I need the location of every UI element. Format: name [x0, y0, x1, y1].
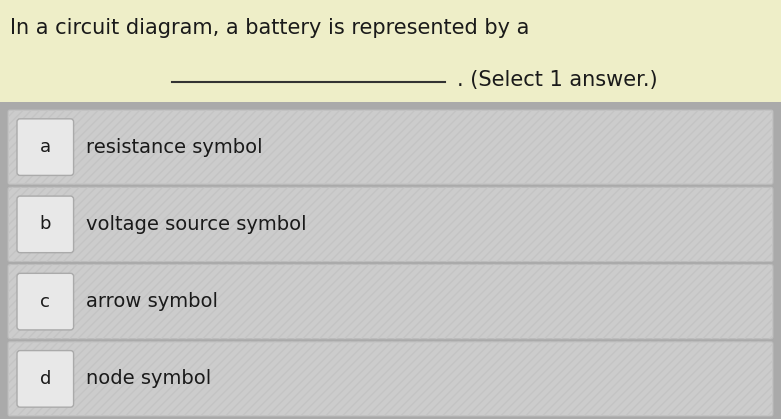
Text: a: a [40, 138, 51, 156]
FancyBboxPatch shape [8, 342, 773, 416]
Text: node symbol: node symbol [86, 370, 211, 388]
FancyBboxPatch shape [8, 187, 773, 261]
Text: b: b [40, 215, 51, 233]
Text: arrow symbol: arrow symbol [86, 292, 218, 311]
FancyBboxPatch shape [8, 264, 773, 339]
FancyBboxPatch shape [8, 110, 773, 184]
Text: resistance symbol: resistance symbol [86, 137, 262, 157]
FancyBboxPatch shape [17, 119, 73, 176]
Text: c: c [41, 292, 50, 310]
FancyBboxPatch shape [17, 273, 73, 330]
Text: voltage source symbol: voltage source symbol [86, 215, 306, 234]
Bar [0, 0, 781, 102]
FancyBboxPatch shape [17, 351, 73, 407]
Text: . (Select 1 answer.): . (Select 1 answer.) [457, 70, 658, 90]
FancyBboxPatch shape [17, 196, 73, 253]
Text: In a circuit diagram, a battery is represented by a: In a circuit diagram, a battery is repre… [10, 18, 530, 38]
Text: d: d [40, 370, 51, 388]
